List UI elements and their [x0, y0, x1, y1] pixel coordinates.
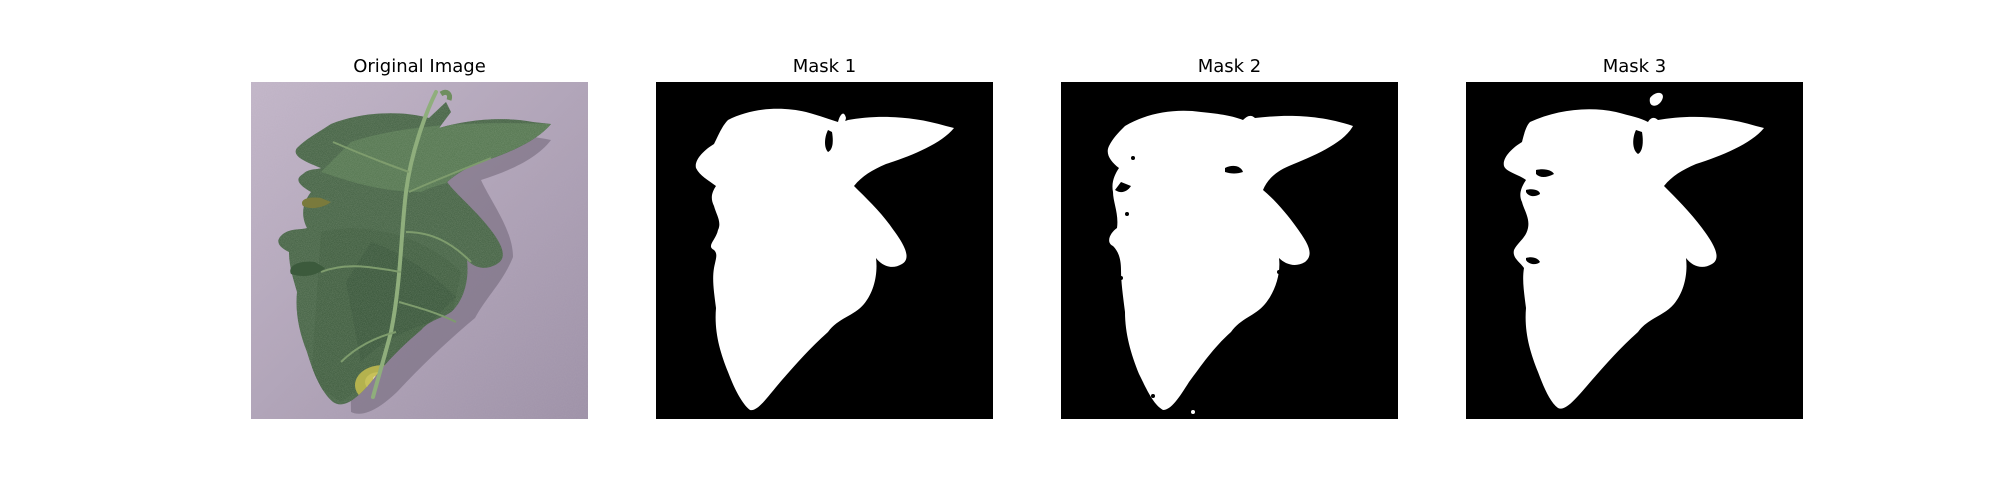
mask-3-image	[1466, 82, 1803, 419]
mask-2-image	[1061, 82, 1398, 419]
panel-title: Original Image	[353, 56, 486, 77]
panel-title: Mask 3	[1602, 56, 1667, 77]
mask-2-panel: Mask 2	[1061, 52, 1398, 419]
mask-1-image	[656, 82, 993, 419]
leaf-photo	[251, 82, 588, 419]
mask-3-panel: Mask 3	[1466, 52, 1803, 419]
mask-1-panel: Mask 1	[656, 52, 993, 419]
original-image-panel: Original Image	[251, 52, 588, 419]
panel-title: Mask 1	[792, 56, 857, 77]
panel-title: Mask 2	[1197, 56, 1262, 77]
